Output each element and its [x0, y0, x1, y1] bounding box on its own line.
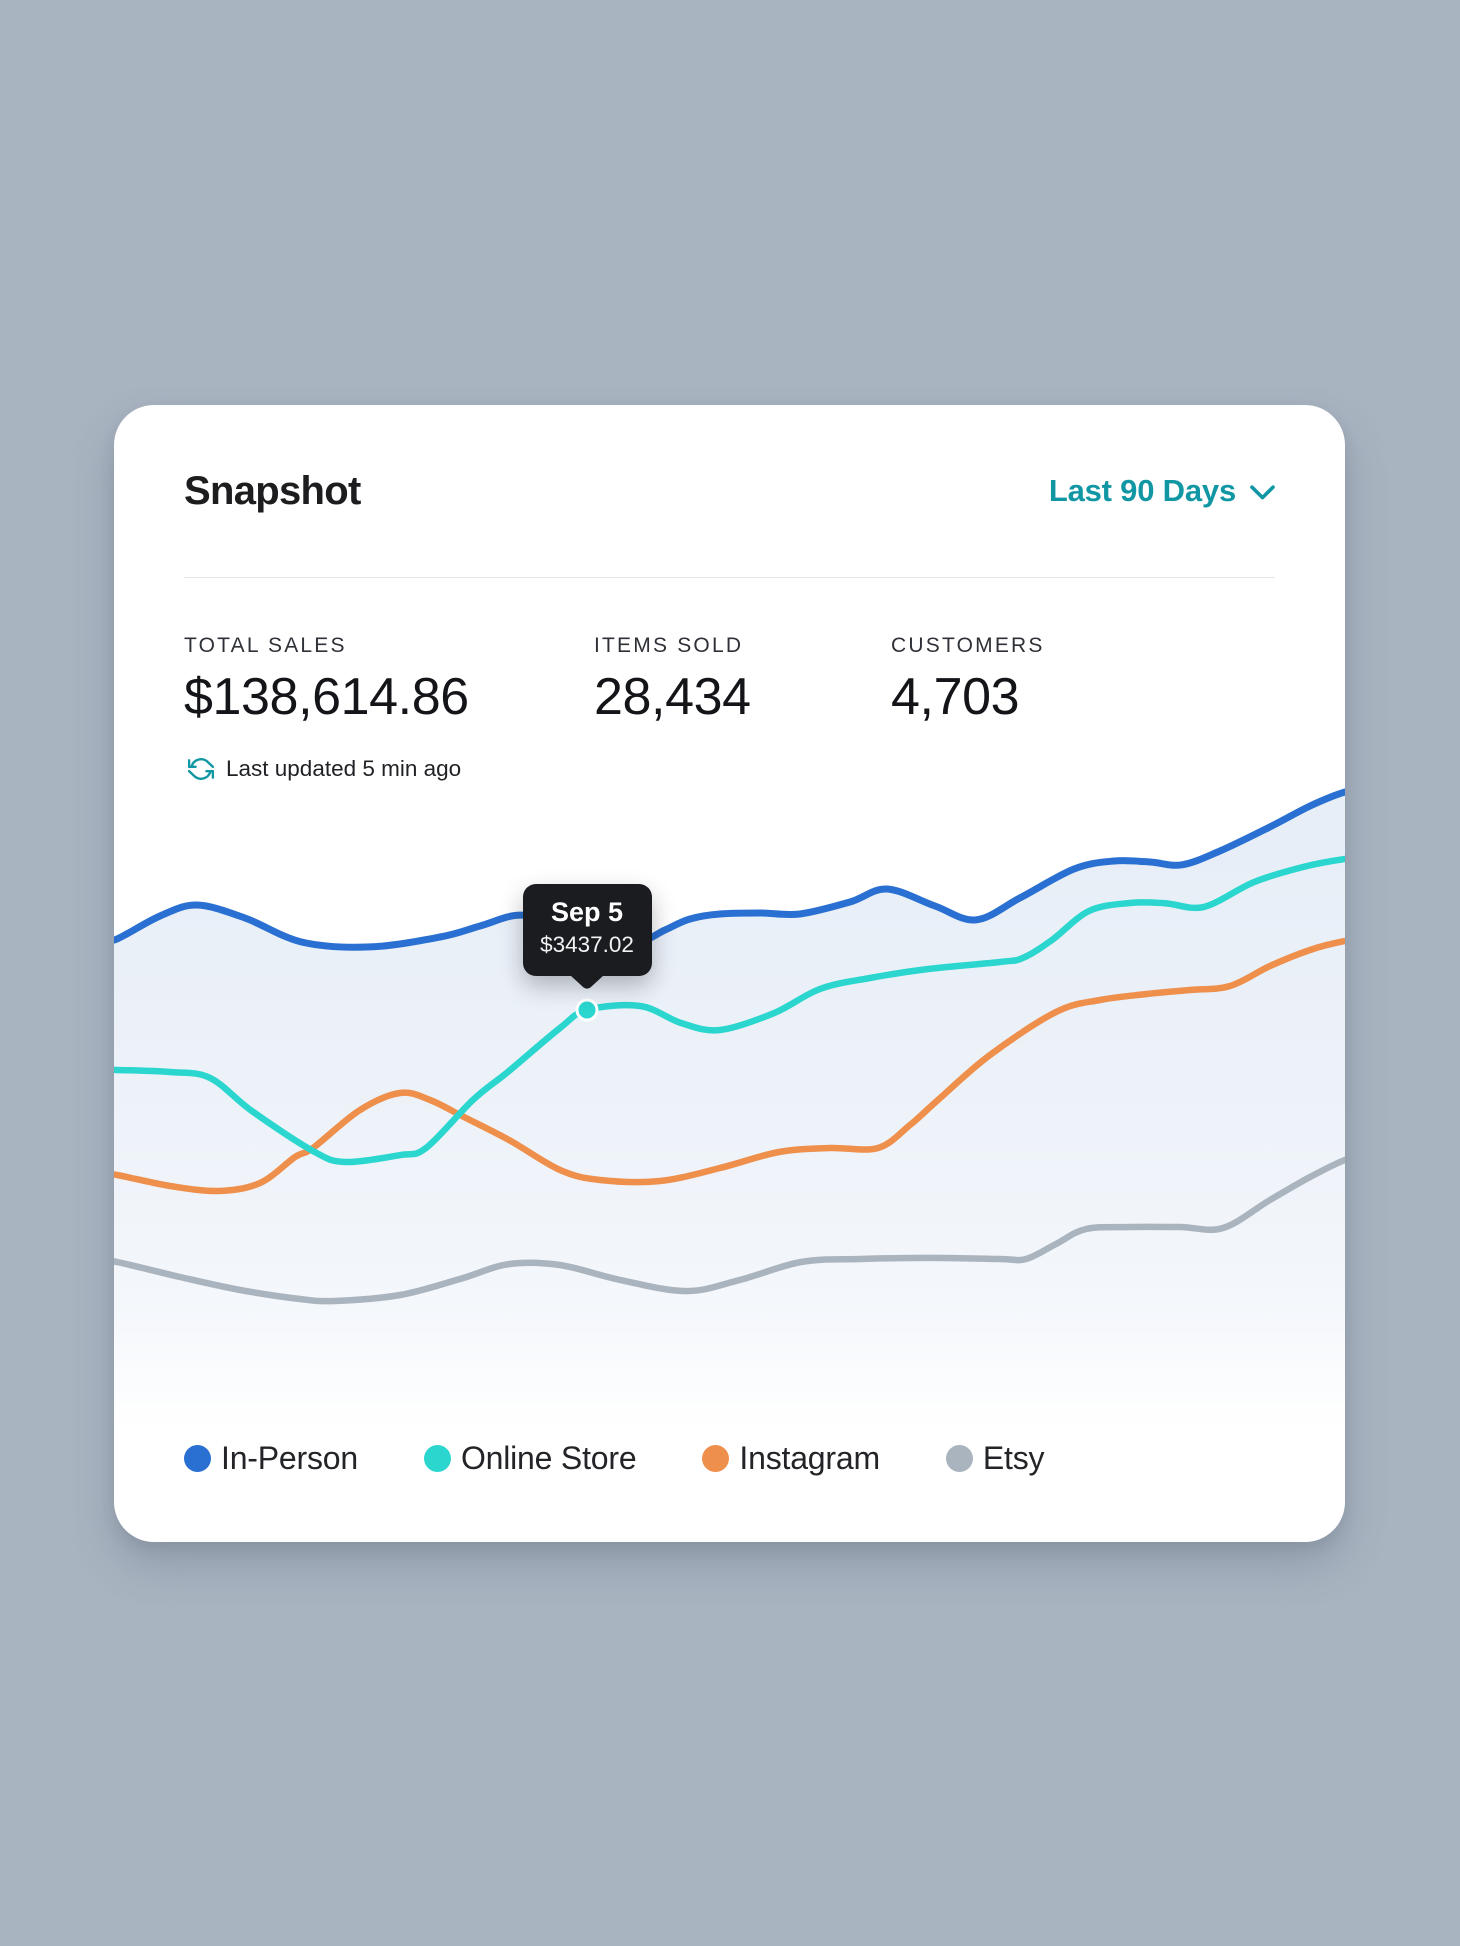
legend-dot-etsy [945, 1444, 973, 1472]
legend-dot-instagram [702, 1444, 730, 1472]
stat-customers: CUSTOMERS 4,703 [891, 632, 1045, 728]
chart-tooltip: Sep 5 $3437.02 [522, 883, 652, 989]
stat-label: ITEMS SOLD [594, 634, 744, 657]
stat-total-sales: TOTAL SALES $138,614.86 [184, 632, 594, 728]
legend-label: In-Person [221, 1440, 358, 1476]
stat-value: 4,703 [891, 668, 1020, 726]
last-updated-row: Last updated 5 min ago [114, 728, 1345, 782]
stat-label: TOTAL SALES [184, 634, 347, 657]
legend-item-instagram[interactable]: Instagram [702, 1438, 880, 1478]
stat-value: 28,434 [594, 668, 751, 726]
header-divider [184, 577, 1275, 578]
date-range-label: Last 90 Days [1048, 473, 1236, 508]
chart-legend: In-Person Online Store Instagram Etsy [184, 1438, 1045, 1478]
tooltip-pointer [570, 974, 604, 991]
legend-label: Etsy [982, 1440, 1045, 1476]
tooltip-value: $3437.02 [540, 931, 634, 957]
chart-line-in-person [114, 788, 1345, 951]
tooltip-date: Sep 5 [550, 896, 624, 927]
legend-item-online-store[interactable]: Online Store [423, 1438, 637, 1478]
legend-label: Online Store [460, 1440, 637, 1476]
legend-label: Instagram [739, 1440, 880, 1476]
stat-value: $138,614.86 [184, 668, 469, 726]
chart-line-instagram [114, 937, 1345, 1195]
chart-area-fill [114, 792, 1345, 1430]
date-range-dropdown[interactable]: Last 90 Days [1049, 473, 1275, 509]
refresh-icon[interactable] [188, 756, 214, 782]
chart-line-online-store [114, 855, 1345, 1166]
legend-dot-online-store [423, 1444, 451, 1472]
chart-canvas [114, 788, 1345, 1430]
snapshot-card: Snapshot Last 90 Days TOTAL SALES $138,6… [114, 405, 1345, 1542]
stat-label: CUSTOMERS [891, 634, 1045, 657]
legend-dot-in-person [184, 1444, 211, 1472]
highlight-dot [575, 998, 599, 1022]
chart-line-etsy [114, 1156, 1345, 1305]
legend-item-in-person[interactable]: In-Person [184, 1438, 358, 1478]
stat-items-sold: ITEMS SOLD 28,434 [594, 632, 891, 728]
card-header: Snapshot Last 90 Days [114, 405, 1345, 515]
sales-chart[interactable]: Sep 5 $3437.02 [114, 770, 1345, 1430]
last-updated-text: Last updated 5 min ago [226, 756, 462, 781]
legend-item-etsy[interactable]: Etsy [945, 1438, 1045, 1478]
stats-row: TOTAL SALES $138,614.86 ITEMS SOLD 28,43… [114, 578, 1345, 728]
card-title: Snapshot [184, 469, 361, 513]
chevron-down-icon [1250, 485, 1275, 500]
